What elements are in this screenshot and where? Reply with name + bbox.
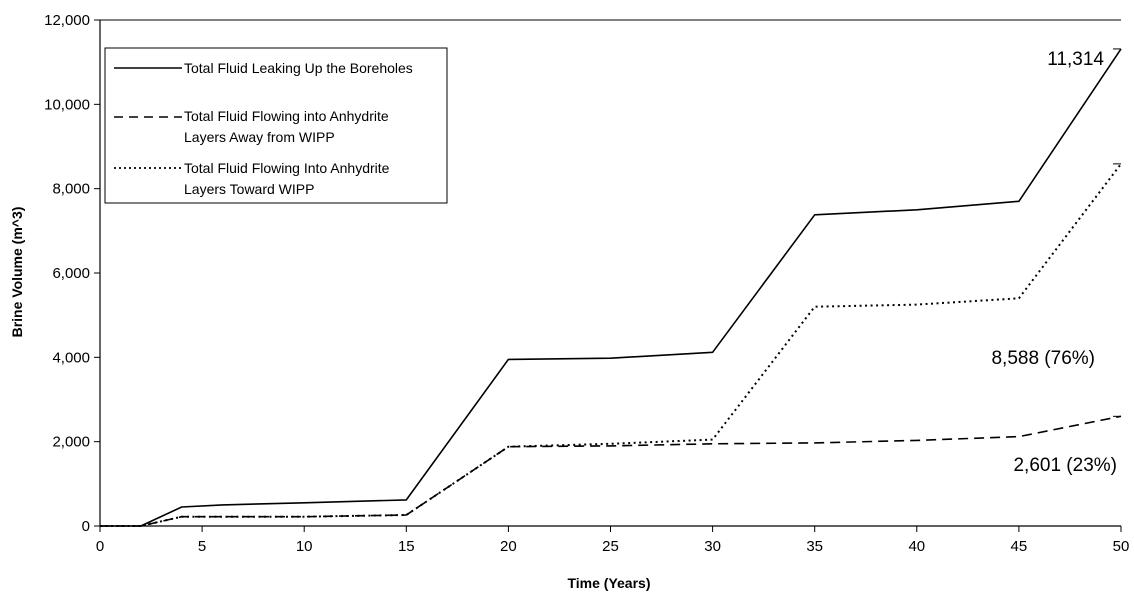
y-tick-label: 10,000	[44, 96, 90, 113]
x-tick-label: 40	[908, 538, 925, 555]
legend-label-0-line-0: Total Fluid Leaking Up the Boreholes	[184, 60, 413, 76]
x-tick-label: 15	[398, 538, 415, 555]
y-tick-label: 4,000	[52, 349, 90, 366]
legend-label-2-line-0: Total Fluid Flowing Into Anhydrite	[184, 160, 390, 176]
series-line-dotted	[100, 163, 1122, 527]
x-tick-label: 0	[96, 538, 104, 555]
y-tick-label: 2,000	[52, 434, 90, 451]
y-axis-title: Brine Volume (m^3)	[9, 207, 25, 338]
y-tick-label: 0	[82, 518, 90, 535]
x-axis-ticks: 0 5 10 15 20 25 30 35 40 45 50	[96, 526, 1130, 555]
x-tick-label: 25	[602, 538, 619, 555]
legend: Total Fluid Leaking Up the Boreholes Tot…	[104, 47, 448, 204]
legend-label-2-line-1: Layers Toward WIPP	[184, 181, 314, 197]
series-line-dashed	[100, 415, 1122, 527]
y-tick-label: 6,000	[52, 265, 90, 282]
x-tick-label: 20	[500, 538, 517, 555]
x-tick-label: 5	[198, 538, 206, 555]
y-axis-ticks: 0 2,000 4,000 6,000 8,000 10,000 12,000	[44, 12, 100, 535]
legend-label-1-line-0: Total Fluid Flowing into Anhydrite	[184, 108, 389, 124]
x-tick-label: 45	[1011, 538, 1028, 555]
x-axis-title: Time (Years)	[567, 575, 650, 591]
x-tick-label: 30	[704, 538, 721, 555]
y-tick-label: 8,000	[52, 181, 90, 198]
series-line-solid	[100, 48, 1122, 527]
x-tick-label: 50	[1113, 538, 1130, 555]
legend-box	[104, 47, 448, 204]
annotation-label: 11,314	[1047, 49, 1104, 70]
x-tick-label: 10	[296, 538, 313, 555]
annotation-label: 8,588 (76%)	[991, 348, 1095, 369]
annotation-label: 2,601 (23%)	[1013, 455, 1117, 476]
x-tick-label: 35	[806, 538, 823, 555]
y-tick-label: 12,000	[44, 12, 90, 29]
annotations: 11,314 8,588 (76%) 2,601 (23%)	[991, 49, 1117, 476]
series-layer	[100, 48, 1122, 527]
legend-label-1-line-1: Layers Away from WIPP	[184, 129, 335, 145]
